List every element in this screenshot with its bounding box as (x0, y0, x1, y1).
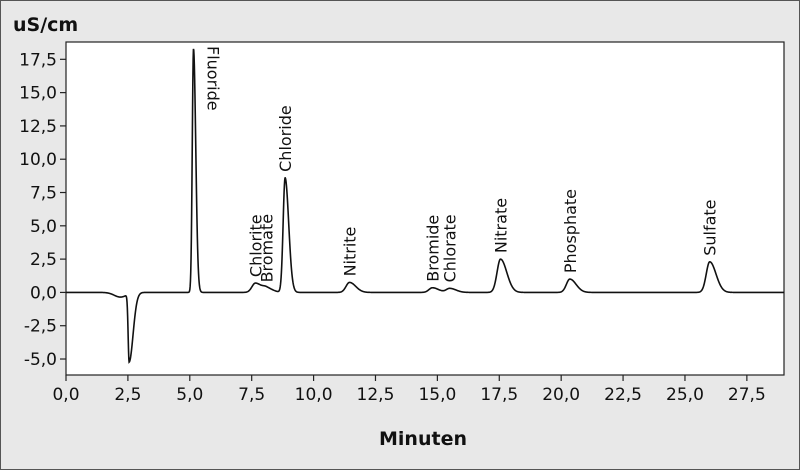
peak-label-bromate: Bromate (258, 214, 277, 283)
y-tick-label: -2,5 (24, 317, 57, 337)
x-tick-label: 15,0 (418, 385, 456, 405)
peak-label-phosphate: Phosphate (561, 189, 580, 273)
peak-label-chlorite: Chlorite (246, 214, 265, 277)
peak-label-bromide: Bromide (423, 215, 442, 282)
y-tick-label: 15,0 (19, 84, 57, 104)
x-axis-title: Minuten (379, 428, 467, 450)
peak-label-sulfate: Sulfate (701, 199, 720, 255)
y-tick-label: 7,5 (30, 184, 57, 204)
y-axis-ticks: 17,5 15,0 12,5 10,0 7,5 5,0 2,5 0,0 -2,5 -5,0 (19, 50, 66, 370)
y-tick-label: 10,0 (19, 150, 57, 170)
y-tick-label: 17,5 (19, 50, 57, 70)
x-tick-label: 0,0 (52, 385, 79, 405)
x-tick-label: 5,0 (176, 385, 203, 405)
y-axis-unit-label: uS/cm (13, 14, 78, 36)
trace-layer (66, 48, 784, 364)
x-tick-label: 17,5 (480, 385, 518, 405)
x-tick-label: 25,0 (666, 385, 704, 405)
peak-label-nitrite: Nitrite (340, 227, 359, 277)
peak-label-chloride: Chloride (276, 105, 295, 172)
y-tick-label: 12,5 (19, 117, 57, 137)
y-tick-label: 2,5 (30, 250, 57, 270)
peak-label-nitrate: Nitrate (492, 198, 511, 253)
plot-area (65, 41, 785, 376)
y-tick-label: -5,0 (24, 350, 57, 370)
x-tick-label: 12,5 (357, 385, 395, 405)
y-tick-label: 5,0 (30, 217, 57, 237)
x-tick-label: 20,0 (542, 385, 580, 405)
plot-border (65, 41, 785, 376)
chromatogram-line (66, 48, 784, 364)
x-tick-label: 27,5 (728, 385, 766, 405)
x-tick-label: 10,0 (295, 385, 333, 405)
y-tick-label: 0,0 (30, 283, 57, 303)
peak-label-chlorate: Chlorate (441, 214, 460, 282)
peak-label-fluoride: Fluoride (204, 46, 223, 111)
x-tick-label: 7,5 (238, 385, 265, 405)
x-tick-label: 22,5 (604, 385, 642, 405)
x-axis-ticks: 0,0 2,5 5,0 7,5 10,0 12,5 15,0 17,5 20,0 22,5 25,0… (52, 375, 766, 405)
x-tick-label: 2,5 (114, 385, 141, 405)
